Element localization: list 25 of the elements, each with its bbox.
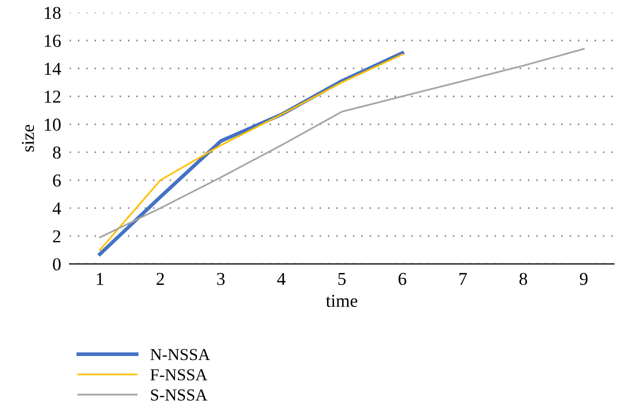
x-tick-label: 9 — [580, 272, 588, 286]
y-tick-label: 14 — [44, 62, 62, 75]
y-tick-label: 12 — [44, 90, 60, 103]
x-tick-label: 4 — [277, 272, 286, 285]
y-axis-title: size — [22, 124, 34, 152]
legend-label: F-NSSA — [150, 369, 208, 380]
x-tick-label: 3 — [217, 272, 225, 286]
x-tick-label: 7 — [459, 273, 467, 285]
x-tick-label: 6 — [398, 272, 406, 286]
x-tick-label: 2 — [156, 272, 164, 285]
legend-label: S-NSSA — [151, 389, 208, 401]
y-tick-label: 2 — [53, 230, 60, 242]
y-tick-label: 16 — [44, 34, 61, 47]
y-tick-label: 4 — [52, 202, 62, 214]
y-tick-label: 0 — [52, 258, 61, 270]
y-tick-label: 10 — [44, 118, 61, 131]
x-axis-title: time — [326, 294, 358, 307]
y-tick-label: 6 — [53, 174, 61, 187]
x-tick-label: 1 — [96, 272, 104, 285]
y-tick-label: 18 — [44, 6, 61, 20]
x-tick-label: 5 — [338, 273, 346, 286]
line-series — [99, 48, 585, 238]
y-tick-label: 8 — [52, 146, 61, 159]
legend-label: N-NSSA — [150, 348, 210, 360]
x-tick-label: 8 — [519, 272, 528, 286]
